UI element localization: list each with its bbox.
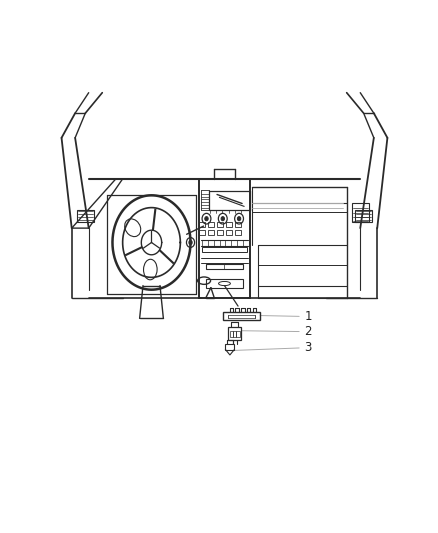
Bar bbox=[206, 264, 243, 269]
Bar bbox=[223, 312, 260, 320]
Bar bbox=[77, 209, 94, 222]
Bar bbox=[230, 331, 233, 337]
Bar bbox=[217, 222, 223, 227]
Text: 2: 2 bbox=[304, 325, 312, 338]
Bar bbox=[206, 279, 243, 288]
Bar bbox=[237, 331, 240, 337]
Bar bbox=[235, 222, 241, 227]
Bar bbox=[202, 247, 247, 252]
Bar bbox=[226, 230, 232, 235]
Bar bbox=[233, 331, 237, 337]
Text: 3: 3 bbox=[304, 342, 311, 354]
Bar bbox=[217, 230, 223, 235]
Bar bbox=[226, 344, 234, 350]
Bar bbox=[199, 222, 205, 227]
Bar bbox=[355, 209, 372, 222]
Circle shape bbox=[205, 216, 208, 221]
Bar bbox=[228, 327, 241, 340]
Bar bbox=[208, 230, 214, 235]
Bar bbox=[235, 230, 241, 235]
Circle shape bbox=[221, 216, 224, 221]
Text: 1: 1 bbox=[304, 310, 312, 323]
Bar bbox=[199, 230, 205, 235]
Circle shape bbox=[237, 216, 241, 221]
Bar bbox=[208, 222, 214, 227]
Bar bbox=[226, 222, 232, 227]
Bar bbox=[352, 204, 369, 222]
